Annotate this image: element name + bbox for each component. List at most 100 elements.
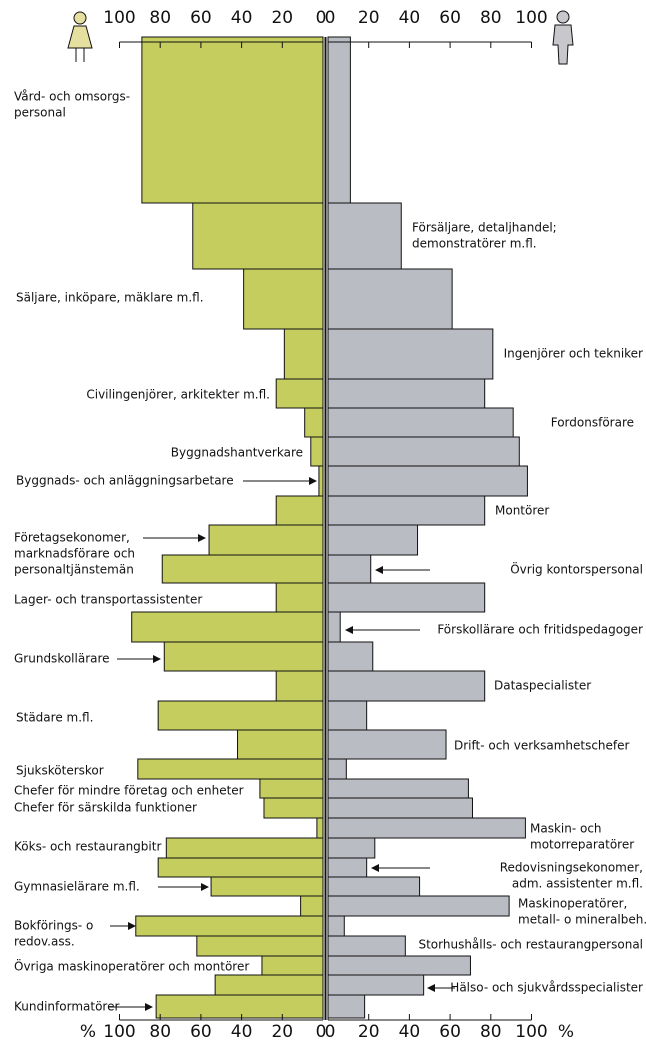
bar-men	[327, 524, 419, 556]
category-label: Kundinformatörer	[14, 1000, 119, 1014]
bar-women	[237, 729, 324, 760]
bar-men	[327, 36, 351, 204]
bar-women	[155, 994, 324, 1019]
x-tick-label: 60	[190, 1022, 212, 1042]
category-label: Maskinoperatörer,	[518, 897, 627, 911]
x-tick-label: 80	[480, 1022, 502, 1042]
bar-women	[192, 202, 324, 270]
category-label: Civilingenjörer, arkitekter m.fl.	[86, 388, 270, 402]
category-label: Vård- och omsorgs-	[14, 90, 130, 104]
bar-women	[243, 268, 324, 330]
x-tick-label: 20	[358, 1022, 380, 1042]
bar-men	[327, 495, 486, 526]
bar-men	[327, 436, 520, 467]
bar-men	[327, 465, 528, 497]
category-label: marknadsförare och	[14, 547, 135, 561]
bar-men	[327, 611, 341, 643]
x-tick-label: 100	[515, 8, 547, 28]
bar-men	[327, 758, 347, 780]
bar-men	[327, 955, 471, 976]
category-label: Montörer	[495, 504, 549, 518]
category-label: Fordonsförare	[551, 416, 634, 430]
category-label: Dataspecialister	[494, 679, 591, 693]
category-label: Övrig kontorspersonal	[510, 561, 643, 577]
bar-men	[327, 837, 376, 859]
bar-men	[327, 974, 425, 996]
bar-men	[327, 328, 494, 380]
x-tick-label: 80	[149, 8, 171, 28]
bar-women	[300, 895, 324, 917]
bar-men	[327, 202, 402, 270]
x-tick-label: 0	[325, 1022, 336, 1042]
x-tick-label: 60	[439, 1022, 461, 1042]
bar-men	[327, 268, 453, 330]
bar-women	[283, 328, 324, 380]
bar-men	[327, 817, 526, 839]
category-label: Lager- och transportassistenter	[14, 593, 202, 607]
bar-men	[327, 857, 368, 878]
category-label: Köks- och restaurangbitr	[14, 840, 161, 854]
bar-women	[275, 378, 324, 409]
category-label: Företagsekonomer,	[14, 531, 130, 545]
bar-men	[327, 729, 447, 760]
category-label: personal	[14, 106, 66, 120]
category-label: Maskin- och	[530, 822, 602, 836]
category-label: adm. assistenter m.fl.	[512, 877, 643, 891]
x-tick-label: 0	[316, 8, 327, 28]
x-tick-label: 0	[316, 1022, 327, 1042]
bar-women	[318, 465, 324, 497]
category-label: Övriga maskinoperatörer och montörer	[14, 958, 249, 974]
x-tick-label: 20	[358, 8, 380, 28]
bar-women	[304, 407, 324, 438]
bar-women	[316, 817, 324, 839]
bar-men	[327, 407, 514, 438]
bar-women	[210, 876, 324, 897]
x-tick-label: 0	[325, 8, 336, 28]
bar-women	[196, 935, 324, 957]
x-tick-label: 40	[231, 8, 253, 28]
bar-women	[275, 670, 324, 702]
bar-men	[327, 915, 345, 937]
x-tick-label: 40	[399, 8, 421, 28]
bar-women	[157, 857, 324, 878]
category-label: Chefer för särskilda funktioner	[14, 801, 197, 815]
bar-women	[135, 915, 324, 937]
bar-women	[263, 797, 324, 819]
category-label: metall- o mineralbeh.	[518, 913, 646, 927]
x-tick-label: 80	[480, 8, 502, 28]
x-tick-label: 40	[231, 1022, 253, 1042]
x-tick-label: 20	[271, 8, 293, 28]
category-label: redov.ass.	[14, 935, 75, 949]
category-label: Byggnadshantverkare	[171, 446, 303, 460]
category-label: Ingenjörer och tekniker	[504, 347, 643, 361]
category-label: Sjuksköterskor	[16, 764, 104, 778]
category-label: Gymnasielärare m.fl.	[14, 880, 140, 894]
x-tick-label: 100	[103, 1022, 135, 1042]
bar-men	[327, 378, 486, 409]
bar-men	[327, 670, 486, 702]
category-label: Redovisningsekonomer,	[500, 861, 643, 875]
x-tick-label: 80	[149, 1022, 171, 1042]
category-label: Hälso- och sjukvårdsspecialister	[450, 981, 643, 995]
woman-icon	[67, 11, 93, 62]
category-label: Bokförings- o	[14, 919, 93, 933]
bar-women	[208, 524, 324, 556]
bar-men	[327, 554, 372, 584]
category-label: Drift- och verksamhetschefer	[454, 739, 630, 753]
bar-women	[214, 974, 324, 996]
x-tick-label: 40	[399, 1022, 421, 1042]
unit-label: %	[80, 1022, 96, 1042]
bar-women	[310, 436, 324, 467]
bar-men	[327, 641, 374, 672]
bar-women	[141, 36, 324, 204]
category-label: Förskollärare och fritidspedagoger	[437, 623, 643, 637]
category-label: Städare m.fl.	[16, 711, 93, 725]
x-tick-label: 20	[271, 1022, 293, 1042]
category-label: Försäljare, detaljhandel;	[412, 221, 557, 235]
bar-women	[157, 700, 324, 731]
x-tick-label: 60	[190, 8, 212, 28]
bar-women	[165, 837, 324, 859]
category-label: demonstratörer m.fl.	[412, 237, 537, 251]
category-label: Byggnads- och anläggningsarbetare	[16, 474, 234, 488]
category-label: Säljare, inköpare, mäklare m.fl.	[16, 291, 204, 305]
